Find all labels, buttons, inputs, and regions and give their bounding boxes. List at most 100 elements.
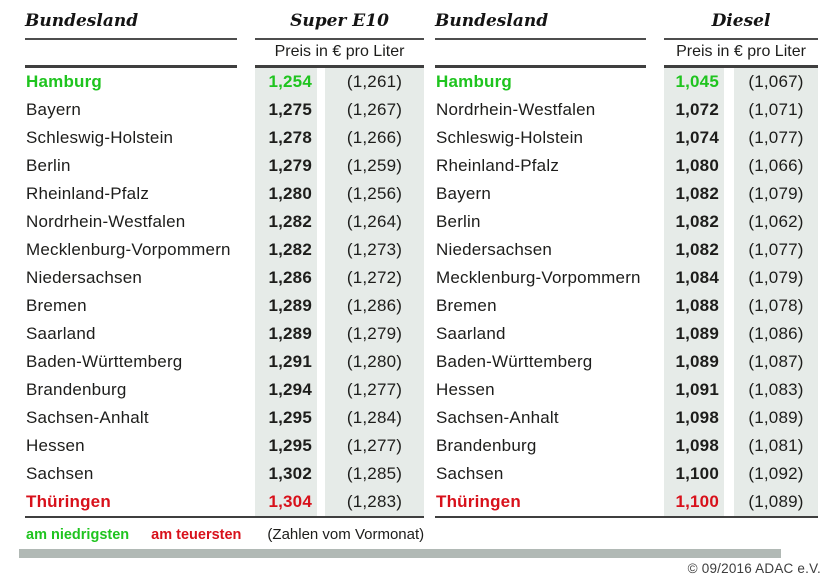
bundesland-label: Schleswig-Holstein bbox=[26, 128, 174, 147]
column-gap bbox=[724, 432, 734, 460]
table-row: Schleswig-Holstein 1,074 (1,077) bbox=[435, 124, 818, 152]
table-row: Saarland 1,289 (1,279) bbox=[25, 320, 424, 348]
table-row: Niedersachsen 1,286 (1,272) bbox=[25, 264, 424, 292]
previous-month-value: (1,273) bbox=[325, 236, 424, 264]
column-gap bbox=[317, 96, 325, 124]
previous-month-value: (1,086) bbox=[734, 320, 818, 348]
legend: am niedrigsten am teuersten (Zahlen vom … bbox=[26, 526, 424, 543]
price-value: 1,080 bbox=[664, 152, 724, 180]
table-row: Sachsen-Anhalt 1,098 (1,089) bbox=[435, 404, 818, 432]
column-gap bbox=[317, 236, 325, 264]
price-value: 1,074 bbox=[664, 124, 724, 152]
table-row: Brandenburg 1,098 (1,081) bbox=[435, 432, 818, 460]
table-row: Hamburg 1,045 (1,067) bbox=[435, 68, 818, 96]
column-gap bbox=[724, 236, 734, 264]
price-value: 1,289 bbox=[255, 292, 317, 320]
column-gap bbox=[724, 264, 734, 292]
unit-row-spacer bbox=[435, 40, 664, 68]
bundesland-label: Hamburg bbox=[436, 72, 513, 91]
price-value: 1,279 bbox=[255, 152, 317, 180]
table-row: Niedersachsen 1,082 (1,077) bbox=[435, 236, 818, 264]
bundesland-label: Rheinland-Pfalz bbox=[436, 156, 560, 175]
fuel-header: Super E10 bbox=[255, 11, 424, 40]
bundesland-header: Bundesland bbox=[25, 11, 237, 40]
column-gap bbox=[317, 208, 325, 236]
column-gap bbox=[317, 488, 325, 516]
price-value: 1,289 bbox=[255, 320, 317, 348]
table-row: Berlin 1,082 (1,062) bbox=[435, 208, 818, 236]
bundesland-label: Hamburg bbox=[26, 72, 103, 91]
unit-label: Preis in € pro Liter bbox=[255, 43, 424, 68]
column-gap bbox=[724, 124, 734, 152]
table-row: Sachsen 1,100 (1,092) bbox=[435, 460, 818, 488]
previous-month-value: (1,277) bbox=[325, 376, 424, 404]
table-row: Bayern 1,275 (1,267) bbox=[25, 96, 424, 124]
bundesland-label: Baden-Württemberg bbox=[436, 352, 593, 371]
column-gap bbox=[317, 320, 325, 348]
table-row: Mecklenburg-Vorpommern 1,084 (1,079) bbox=[435, 264, 818, 292]
copyright-notice: © 09/2016 ADAC e.V. bbox=[687, 561, 821, 576]
previous-month-value: (1,280) bbox=[325, 348, 424, 376]
bundesland-label: Hessen bbox=[436, 380, 495, 399]
bundesland-label: Thüringen bbox=[26, 492, 111, 511]
price-value: 1,295 bbox=[255, 432, 317, 460]
previous-month-value: (1,279) bbox=[325, 320, 424, 348]
legend-note: (Zahlen vom Vormonat) bbox=[267, 526, 425, 543]
bundesland-label: Mecklenburg-Vorpommern bbox=[26, 240, 231, 259]
table-body: Hamburg 1,254 (1,261) Bayern 1,275 (1,267) Sch… bbox=[25, 68, 424, 518]
table-row: Saarland 1,089 (1,086) bbox=[435, 320, 818, 348]
previous-month-value: (1,089) bbox=[734, 488, 818, 516]
bundesland-label: Mecklenburg-Vorpommern bbox=[436, 268, 641, 287]
previous-month-value: (1,079) bbox=[734, 180, 818, 208]
previous-month-value: (1,256) bbox=[325, 180, 424, 208]
bundesland-label: Brandenburg bbox=[436, 436, 537, 455]
table-row: Brandenburg 1,294 (1,277) bbox=[25, 376, 424, 404]
table-row: Rheinland-Pfalz 1,080 (1,066) bbox=[435, 152, 818, 180]
bundesland-label: Niedersachsen bbox=[436, 240, 552, 259]
table-body: Hamburg 1,045 (1,067) Nordrhein-Westfalen 1,… bbox=[435, 68, 818, 518]
previous-month-value: (1,083) bbox=[734, 376, 818, 404]
bundesland-header-cell: Bundesland bbox=[435, 11, 664, 40]
previous-month-value: (1,286) bbox=[325, 292, 424, 320]
previous-month-value: (1,266) bbox=[325, 124, 424, 152]
price-value: 1,295 bbox=[255, 404, 317, 432]
column-gap bbox=[317, 264, 325, 292]
price-tables: Bundesland Super E10 Preis in € pro Lite… bbox=[25, 10, 818, 518]
previous-month-value: (1,081) bbox=[734, 432, 818, 460]
price-value: 1,091 bbox=[664, 376, 724, 404]
bundesland-label: Thüringen bbox=[436, 492, 521, 511]
table-row: Rheinland-Pfalz 1,280 (1,256) bbox=[25, 180, 424, 208]
bundesland-label: Sachsen bbox=[26, 464, 94, 483]
previous-month-value: (1,283) bbox=[325, 488, 424, 516]
column-gap bbox=[317, 348, 325, 376]
table-row: Thüringen 1,100 (1,089) bbox=[435, 488, 818, 516]
diesel-table: Bundesland Diesel Preis in € pro Liter H… bbox=[435, 10, 818, 518]
bundesland-header: Bundesland bbox=[435, 11, 646, 40]
table-row: Hessen 1,091 (1,083) bbox=[435, 376, 818, 404]
price-value: 1,275 bbox=[255, 96, 317, 124]
previous-month-value: (1,284) bbox=[325, 404, 424, 432]
price-value: 1,280 bbox=[255, 180, 317, 208]
column-gap bbox=[317, 460, 325, 488]
bundesland-label: Bayern bbox=[26, 100, 82, 119]
previous-month-value: (1,079) bbox=[734, 264, 818, 292]
bundesland-label: Hessen bbox=[26, 436, 85, 455]
price-value: 1,089 bbox=[664, 320, 724, 348]
table-row: Bremen 1,088 (1,078) bbox=[435, 292, 818, 320]
table-row: Baden-Württemberg 1,291 (1,280) bbox=[25, 348, 424, 376]
column-gap bbox=[724, 292, 734, 320]
price-value: 1,098 bbox=[664, 404, 724, 432]
bundesland-label: Niedersachsen bbox=[26, 268, 142, 287]
bundesland-label: Nordrhein-Westfalen bbox=[26, 212, 186, 231]
table-row: Sachsen-Anhalt 1,295 (1,284) bbox=[25, 404, 424, 432]
previous-month-value: (1,277) bbox=[325, 432, 424, 460]
table-row: Sachsen 1,302 (1,285) bbox=[25, 460, 424, 488]
price-value: 1,088 bbox=[664, 292, 724, 320]
column-gap bbox=[317, 124, 325, 152]
unit-row: Preis in € pro Liter bbox=[435, 40, 818, 68]
table-row: Nordrhein-Westfalen 1,072 (1,071) bbox=[435, 96, 818, 124]
table-row: Hamburg 1,254 (1,261) bbox=[25, 68, 424, 96]
previous-month-value: (1,267) bbox=[325, 96, 424, 124]
previous-month-value: (1,062) bbox=[734, 208, 818, 236]
